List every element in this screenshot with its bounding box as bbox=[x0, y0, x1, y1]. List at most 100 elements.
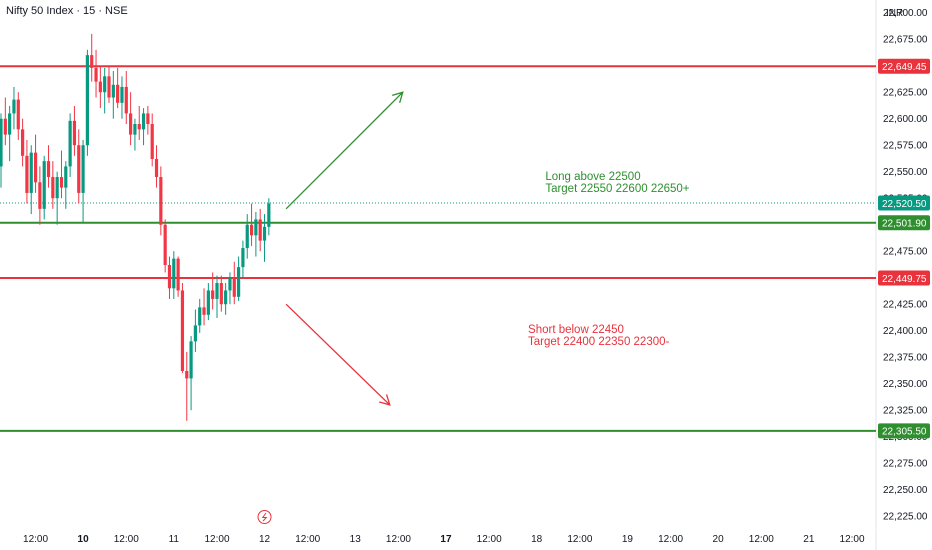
y-tick-label: 22,250.00 bbox=[883, 485, 928, 496]
last-price-badge bbox=[878, 195, 930, 211]
candle-body bbox=[103, 76, 107, 93]
arrow-line bbox=[285, 303, 391, 406]
x-tick-label: 12:00 bbox=[114, 534, 139, 545]
x-tick-label: 13 bbox=[350, 534, 362, 545]
arrow-head bbox=[379, 394, 391, 406]
candle-body bbox=[68, 120, 72, 167]
candle-body bbox=[111, 84, 115, 98]
lightning-icon bbox=[261, 512, 268, 522]
candle-body bbox=[180, 290, 185, 371]
candle-body bbox=[202, 307, 206, 315]
candle-body bbox=[59, 177, 64, 188]
candle-body bbox=[120, 86, 124, 103]
level-badge-label: 22,449.75 bbox=[882, 274, 927, 285]
candle-body bbox=[85, 55, 89, 146]
y-tick-label: 22,325.00 bbox=[883, 406, 928, 417]
candle-body bbox=[245, 224, 249, 249]
arrow-line bbox=[285, 91, 404, 210]
y-tick-label: 22,600.00 bbox=[883, 114, 928, 125]
candle-body bbox=[33, 152, 38, 183]
x-tick-label: 12:00 bbox=[204, 534, 229, 545]
level-badge bbox=[878, 270, 930, 286]
candle-body bbox=[254, 219, 258, 236]
candle-body bbox=[211, 290, 215, 299]
candle-body bbox=[159, 177, 163, 225]
candle-body bbox=[21, 129, 25, 156]
x-tick-label: 12:00 bbox=[295, 534, 320, 545]
candle-body bbox=[12, 99, 16, 114]
x-tick-label: 20 bbox=[713, 534, 725, 545]
candle-body bbox=[237, 267, 241, 297]
candle-body bbox=[137, 124, 141, 130]
x-tick-label: 12:00 bbox=[749, 534, 774, 545]
last-price-badge-label: 22,520.50 bbox=[882, 199, 927, 210]
candle-body bbox=[176, 258, 180, 291]
level-badge-label: 22,649.45 bbox=[882, 62, 927, 73]
candle-body bbox=[154, 159, 159, 178]
candle-body bbox=[116, 84, 120, 103]
candle-body bbox=[55, 177, 59, 199]
candle-body bbox=[25, 155, 29, 193]
candle-body bbox=[38, 182, 42, 209]
y-tick-label: 22,700.00 bbox=[883, 8, 928, 19]
candle-body bbox=[133, 124, 137, 135]
candle-body bbox=[198, 307, 202, 326]
x-tick-label: 12 bbox=[259, 534, 271, 545]
candle-body bbox=[241, 248, 245, 268]
candle-body bbox=[193, 325, 197, 342]
chart-title: Nifty 50 Index · 15 · NSE bbox=[6, 5, 128, 17]
candle-body bbox=[146, 113, 150, 125]
x-tick-label: 18 bbox=[531, 534, 543, 545]
candle-body bbox=[94, 67, 98, 82]
candle-body bbox=[29, 152, 33, 193]
x-tick-label: 21 bbox=[803, 534, 815, 545]
annotation-line-2: Target 22400 22350 22300- bbox=[528, 336, 669, 348]
candle-body bbox=[124, 86, 128, 114]
candle-body bbox=[81, 145, 85, 193]
candle-body bbox=[232, 277, 236, 297]
candle-body bbox=[267, 203, 271, 227]
y-tick-label: 22,350.00 bbox=[883, 379, 928, 390]
candle-body bbox=[185, 371, 189, 379]
candle-body bbox=[172, 258, 176, 289]
candle-body bbox=[141, 113, 146, 130]
x-tick-label: 10 bbox=[78, 534, 90, 545]
candle-body bbox=[249, 224, 254, 236]
candle-body bbox=[228, 277, 232, 291]
candle-body bbox=[90, 55, 94, 68]
annotation-line-1: Long above 22500 bbox=[545, 171, 640, 183]
annotation-line-1: Short below 22450 bbox=[528, 324, 624, 336]
candle-body bbox=[150, 124, 154, 159]
x-tick-label: 12:00 bbox=[23, 534, 48, 545]
candle-body bbox=[0, 118, 3, 167]
level-badge-label: 22,305.50 bbox=[882, 427, 927, 438]
y-tick-label: 22,475.00 bbox=[883, 247, 928, 258]
level-badge bbox=[878, 215, 930, 231]
candle-body bbox=[98, 81, 102, 93]
level-badge bbox=[878, 423, 930, 439]
x-tick-label: 12:00 bbox=[386, 534, 411, 545]
y-tick-label: 22,625.00 bbox=[883, 88, 928, 99]
x-tick-label: 12:00 bbox=[840, 534, 865, 545]
candle-body bbox=[51, 177, 55, 199]
level-badge bbox=[878, 58, 930, 74]
x-tick-label: 12:00 bbox=[658, 534, 683, 545]
candle-body bbox=[258, 219, 262, 241]
x-tick-label: 17 bbox=[440, 534, 452, 545]
y-tick-label: 22,275.00 bbox=[883, 459, 928, 470]
annotation-line-2: Target 22550 22600 22650+ bbox=[545, 183, 689, 195]
candle-body bbox=[46, 161, 51, 178]
y-tick-label: 22,400.00 bbox=[883, 326, 928, 337]
y-tick-label: 22,425.00 bbox=[883, 300, 928, 311]
candle-body bbox=[64, 166, 68, 188]
x-tick-label: 12:00 bbox=[567, 534, 592, 545]
candle-body bbox=[189, 341, 193, 379]
candle-body bbox=[16, 99, 20, 130]
candle-body bbox=[206, 290, 210, 315]
candle-body bbox=[262, 226, 267, 241]
candle-body bbox=[215, 283, 219, 299]
y-tick-label: 22,375.00 bbox=[883, 353, 928, 364]
currency-label[interactable]: INR bbox=[886, 8, 904, 19]
